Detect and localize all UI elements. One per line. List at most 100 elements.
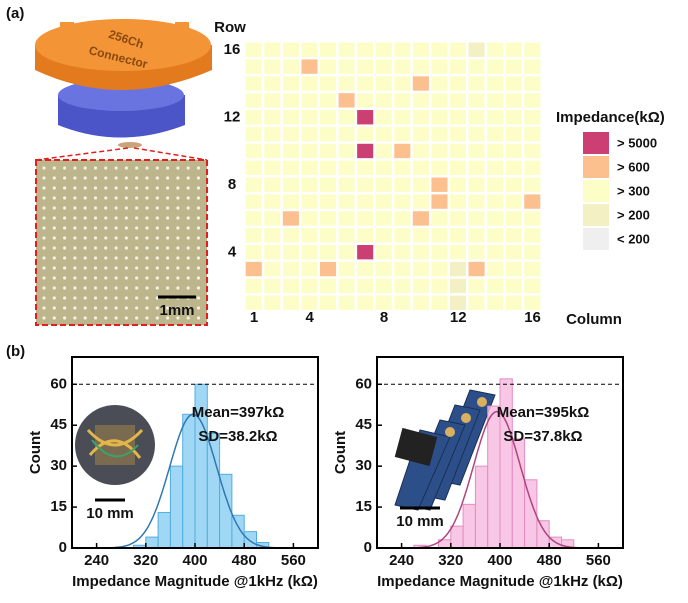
heatmap-cell — [357, 178, 373, 192]
heatmap-cell — [450, 127, 466, 141]
heatmap-cell — [506, 43, 522, 57]
heatmap-cell — [469, 59, 485, 73]
heatmap-cell — [246, 59, 262, 73]
heatmap-cell — [320, 144, 336, 158]
x-tick-label: 400 — [182, 552, 207, 569]
x-tick-label: 560 — [281, 552, 306, 569]
legend-swatch — [583, 156, 609, 178]
heatmap-cell — [524, 59, 540, 73]
heatmap-cell — [376, 110, 392, 124]
heatmap-cell — [487, 262, 503, 276]
heatmap-cell — [301, 93, 317, 107]
heatmap-cell — [450, 245, 466, 259]
heatmap-cell — [506, 161, 522, 175]
heatmap-cell — [469, 110, 485, 124]
heatmap-cell — [264, 279, 280, 293]
y-tick-label: 0 — [59, 539, 67, 556]
heatmap-cell — [487, 279, 503, 293]
y-tick-label: 16 — [224, 41, 241, 58]
heatmap-cell — [431, 279, 447, 293]
heatmap-cell — [339, 93, 355, 107]
heatmap-cell — [376, 296, 392, 310]
heatmap-cell — [506, 110, 522, 124]
heatmap-cell — [339, 161, 355, 175]
heatmap-cell — [264, 93, 280, 107]
y-tick-label: 0 — [364, 539, 372, 556]
heatmap-cell — [376, 178, 392, 192]
heatmap-cell — [524, 178, 540, 192]
heatmap-cell — [450, 228, 466, 242]
heatmap-cell — [524, 93, 540, 107]
left-inset-photo: 10 mm — [75, 405, 155, 522]
histogram-bar — [451, 526, 463, 548]
heatmap-cell — [524, 43, 540, 57]
heatmap-cell — [339, 211, 355, 225]
heatmap-cell — [413, 144, 429, 158]
heatmap-cell — [320, 211, 336, 225]
heatmap-cell — [506, 296, 522, 310]
heatmap-cell — [450, 76, 466, 90]
heatmap-cell — [283, 43, 299, 57]
legend-label: < 200 — [617, 231, 650, 246]
heatmap-cell — [431, 144, 447, 158]
heatmap-cell — [469, 211, 485, 225]
heatmap-cell — [376, 76, 392, 90]
heatmap-cell — [487, 245, 503, 259]
heatmap-cell — [301, 76, 317, 90]
heatmap-cell — [394, 161, 410, 175]
heatmap-cell — [524, 76, 540, 90]
y-tick-label: 60 — [355, 375, 372, 392]
heatmap-cell — [469, 93, 485, 107]
heatmap-cell — [413, 194, 429, 208]
heatmap-cell — [339, 228, 355, 242]
heatmap-cell — [469, 127, 485, 141]
heatmap-cell — [283, 59, 299, 73]
heatmap-cell — [283, 93, 299, 107]
heatmap-cell — [506, 127, 522, 141]
heatmap-cell — [469, 262, 485, 276]
y-axis-title: Count — [332, 431, 349, 474]
heatmap-cell — [283, 279, 299, 293]
x-tick-label: 12 — [450, 309, 467, 326]
heatmap-cell — [469, 43, 485, 57]
heatmap-cell — [413, 262, 429, 276]
y-tick-label: 30 — [50, 457, 67, 474]
heatmap-cell — [394, 127, 410, 141]
heatmap-cell — [357, 194, 373, 208]
heatmap-cell — [524, 211, 540, 225]
heatmap-cell — [413, 161, 429, 175]
x-axis-title: Impedance Magnitude @1kHz (kΩ) — [377, 573, 623, 590]
heatmap-cell — [301, 211, 317, 225]
heatmap-cell — [450, 144, 466, 158]
heatmap-cell — [394, 76, 410, 90]
heatmap-cell — [301, 178, 317, 192]
heatmap-cell — [357, 76, 373, 90]
heatmap-cell — [320, 228, 336, 242]
heatmap-cell — [524, 161, 540, 175]
heatmap-cell — [357, 43, 373, 57]
heatmap-cell — [376, 279, 392, 293]
x-axis-title: Column — [566, 311, 622, 328]
heatmap-cell — [301, 43, 317, 57]
heatmap-cell — [320, 178, 336, 192]
heatmap-cell — [469, 161, 485, 175]
heatmap-cell — [450, 194, 466, 208]
heatmap-cell — [246, 194, 262, 208]
heatmap-cell — [413, 76, 429, 90]
heatmap-cell — [431, 161, 447, 175]
heatmap-cell — [506, 279, 522, 293]
heatmap-cell — [487, 161, 503, 175]
heatmap-cell — [357, 211, 373, 225]
heatmap-cell — [487, 178, 503, 192]
annotation: SD=38.2kΩ — [198, 428, 277, 445]
heatmap-cell — [450, 296, 466, 310]
heatmap-cell — [524, 279, 540, 293]
scale-label: 1mm — [159, 302, 194, 319]
heatmap-cell — [413, 296, 429, 310]
heatmap-cell — [246, 127, 262, 141]
heatmap-cell — [431, 127, 447, 141]
heatmap-cell — [413, 211, 429, 225]
heatmap-cell — [450, 110, 466, 124]
heatmap-cell — [246, 228, 262, 242]
heatmap-cell — [339, 279, 355, 293]
